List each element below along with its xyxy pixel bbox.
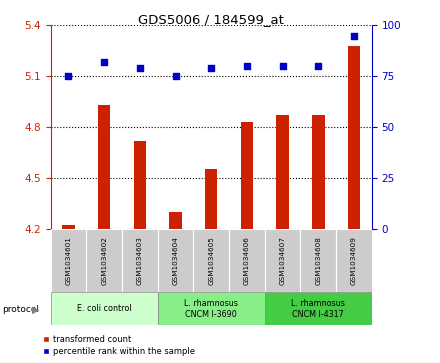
Text: GSM1034603: GSM1034603 <box>137 236 143 285</box>
Bar <box>122 229 158 292</box>
Bar <box>158 292 265 325</box>
Point <box>65 73 72 79</box>
Text: GSM1034608: GSM1034608 <box>315 236 321 285</box>
Bar <box>301 229 336 292</box>
Point <box>350 33 357 38</box>
Bar <box>134 140 146 229</box>
Text: GSM1034604: GSM1034604 <box>172 236 179 285</box>
Bar <box>312 115 325 229</box>
Text: GSM1034607: GSM1034607 <box>279 236 286 285</box>
Bar <box>169 212 182 229</box>
Bar <box>51 292 158 325</box>
Bar <box>62 225 75 229</box>
Point <box>136 65 143 71</box>
Text: L. rhamnosus
CNCM I-4317: L. rhamnosus CNCM I-4317 <box>291 298 345 319</box>
Text: L. rhamnosus
CNCM I-3690: L. rhamnosus CNCM I-3690 <box>184 298 238 319</box>
Text: GSM1034602: GSM1034602 <box>101 236 107 285</box>
Text: protocol: protocol <box>2 305 39 314</box>
Text: GDS5006 / 184599_at: GDS5006 / 184599_at <box>138 13 284 26</box>
Point <box>279 63 286 69</box>
Bar <box>241 122 253 229</box>
Bar <box>276 115 289 229</box>
Bar <box>205 170 217 229</box>
Bar <box>98 105 110 229</box>
Bar <box>86 229 122 292</box>
Bar <box>336 229 372 292</box>
Text: GSM1034609: GSM1034609 <box>351 236 357 285</box>
Bar <box>193 229 229 292</box>
Bar <box>229 229 265 292</box>
Legend: transformed count, percentile rank within the sample: transformed count, percentile rank withi… <box>39 332 198 359</box>
Bar <box>265 229 301 292</box>
Text: ▶: ▶ <box>32 304 39 314</box>
Text: E. coli control: E. coli control <box>77 304 132 313</box>
Bar <box>158 229 193 292</box>
Bar <box>265 292 372 325</box>
Text: GSM1034605: GSM1034605 <box>208 236 214 285</box>
Point <box>101 59 108 65</box>
Text: GSM1034601: GSM1034601 <box>66 236 71 285</box>
Point <box>172 73 179 79</box>
Point <box>243 63 250 69</box>
Text: GSM1034606: GSM1034606 <box>244 236 250 285</box>
Point <box>208 65 215 71</box>
Point <box>315 63 322 69</box>
Bar <box>51 229 86 292</box>
Bar <box>348 46 360 229</box>
